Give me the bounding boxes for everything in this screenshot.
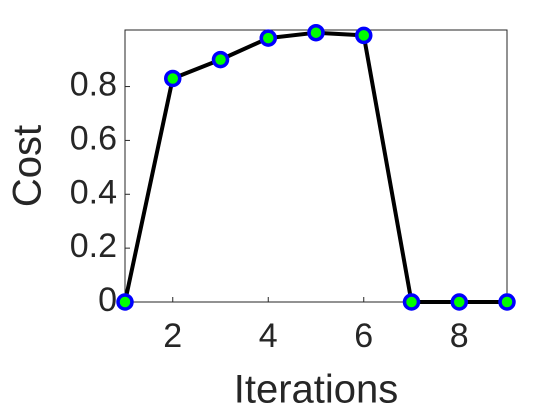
x-tick-label: 8 xyxy=(450,317,469,355)
marker xyxy=(355,26,373,45)
y-tick-label: 0.2 xyxy=(70,227,117,265)
marker xyxy=(450,293,468,311)
x-tick-label: 4 xyxy=(259,317,278,355)
plot-frame xyxy=(124,29,508,303)
y-tick-label: 0.4 xyxy=(70,173,117,211)
marker xyxy=(211,50,230,69)
y-tick-label: 0.6 xyxy=(70,119,117,157)
y-axis-label: Cost xyxy=(6,125,50,207)
y-tick-label: 0.8 xyxy=(70,66,117,104)
marker xyxy=(307,23,325,42)
series-line xyxy=(123,30,507,304)
marker xyxy=(259,29,277,47)
marker xyxy=(498,293,516,311)
marker xyxy=(402,293,421,311)
x-tick-label: 2 xyxy=(163,317,182,355)
x-tick-label: 6 xyxy=(354,317,373,355)
x-axis-label: Iterations xyxy=(234,368,399,412)
y-tick-label: 0 xyxy=(98,281,117,319)
marker xyxy=(116,293,134,311)
marker xyxy=(164,69,182,88)
